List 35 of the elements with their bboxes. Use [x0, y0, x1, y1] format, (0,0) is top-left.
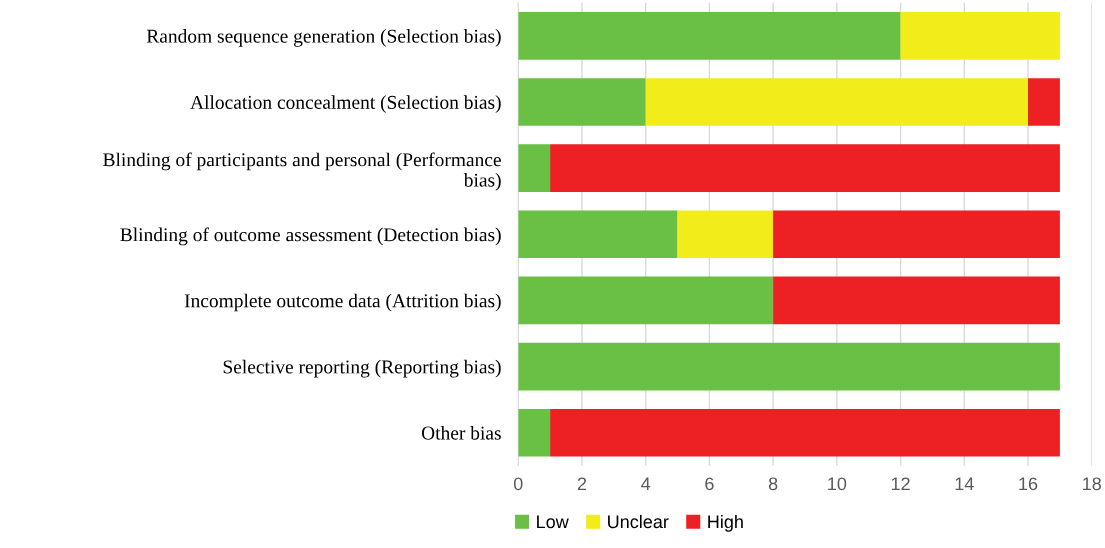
x-tick-label: 2 [577, 477, 587, 490]
bar [773, 276, 1060, 325]
bar [677, 210, 774, 259]
y-tick-label: Allocation concealment (Selection bias) [190, 95, 501, 113]
legend-label: High [708, 514, 743, 532]
x-tick-label: 10 [828, 477, 847, 491]
bar [550, 408, 1060, 457]
bar [518, 408, 551, 457]
bar [900, 12, 1060, 60]
bar [518, 78, 646, 126]
bar [518, 342, 1060, 391]
bar [773, 210, 1060, 259]
x-tick-label: 6 [705, 477, 714, 491]
x-tick-label: 16 [1019, 477, 1038, 491]
bar [1028, 78, 1060, 126]
y-tick-label: Blinding of participants and personal (Performance bias) [103, 152, 501, 191]
bar [518, 276, 774, 325]
bar [518, 144, 551, 192]
bar [518, 210, 678, 259]
y-tick-label: Other bias [421, 425, 501, 440]
legend-label: Low [537, 515, 569, 529]
x-tick-label: 4 [641, 477, 651, 490]
legend-label: Unclear [608, 514, 669, 529]
y-tick-label: Blinding of outcome assessment (Detection bias) [120, 227, 501, 246]
bar [645, 78, 1029, 126]
x-tick-label: 8 [768, 477, 778, 491]
bar [518, 12, 901, 60]
x-tick-label: 0 [513, 477, 523, 491]
y-tick-label: Incomplete outcome data (Attrition bias) [184, 293, 501, 312]
x-tick-label: 18 [1083, 477, 1101, 491]
bar [550, 144, 1060, 192]
x-tick-label: 12 [891, 477, 910, 490]
y-tick-label: Selective reporting (Reporting bias) [223, 359, 501, 378]
y-tick-label: Random sequence generation (Selection bias) [146, 29, 501, 47]
x-tick-label: 14 [955, 477, 974, 490]
